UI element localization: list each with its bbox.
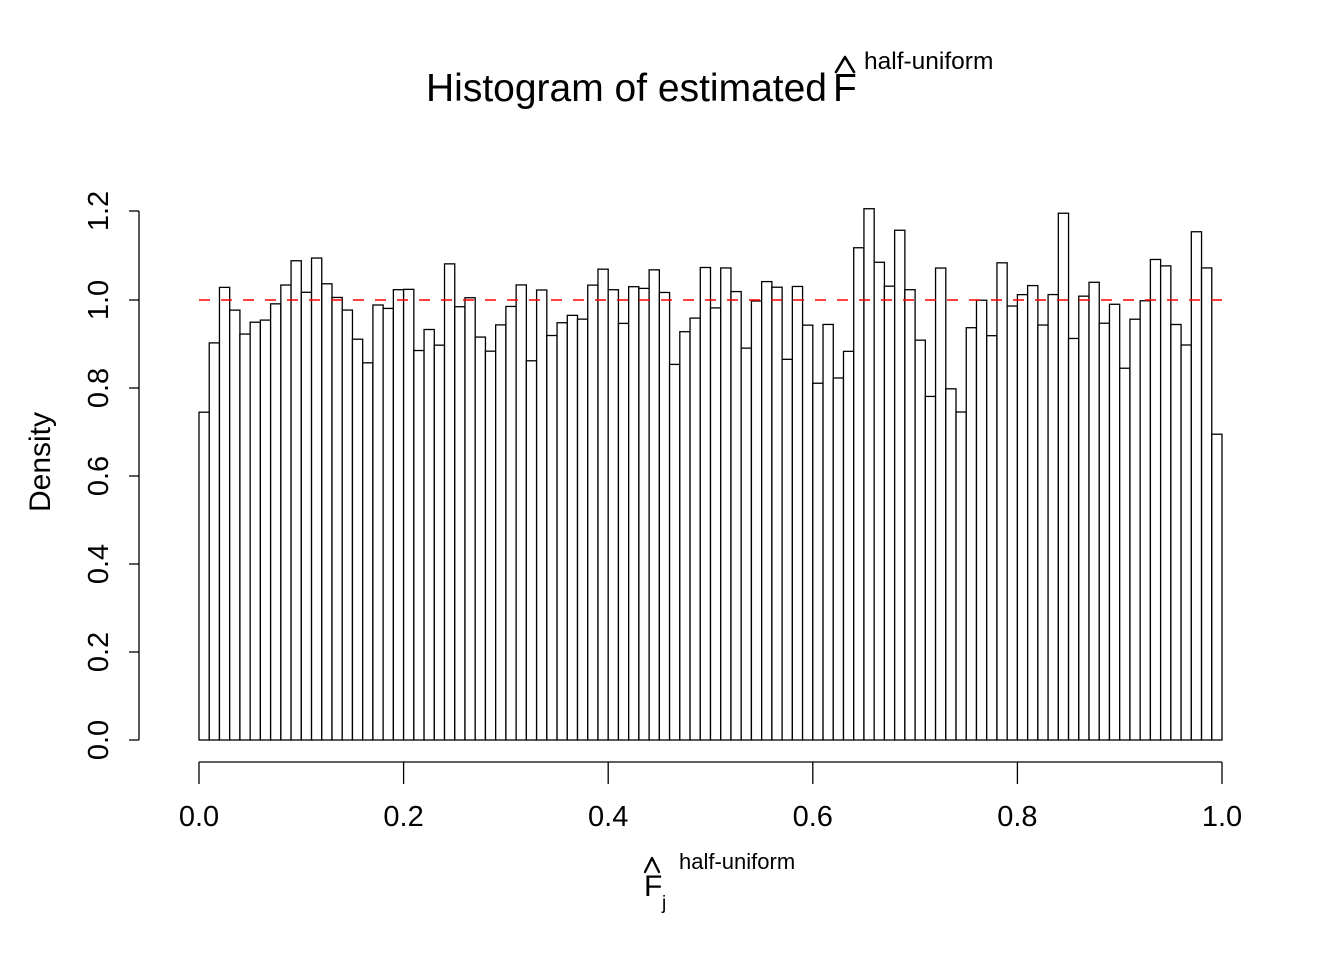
svg-text:Histogram of estimated: Histogram of estimated — [426, 67, 827, 110]
svg-text:0.0: 0.0 — [83, 720, 115, 760]
svg-text:0.4: 0.4 — [83, 544, 115, 584]
svg-text:0.6: 0.6 — [793, 801, 833, 833]
svg-text:0.2: 0.2 — [383, 801, 423, 833]
svg-text:0.2: 0.2 — [83, 632, 115, 672]
svg-text:0.0: 0.0 — [179, 801, 219, 833]
svg-text:0.4: 0.4 — [588, 801, 628, 833]
svg-text:1.2: 1.2 — [83, 191, 115, 231]
svg-text:1.0: 1.0 — [83, 280, 115, 320]
svg-text:F: F — [833, 67, 857, 110]
svg-text:Density: Density — [24, 412, 57, 512]
svg-text:half-uniform: half-uniform — [679, 849, 795, 874]
svg-text:0.8: 0.8 — [997, 801, 1037, 833]
svg-text:j: j — [661, 893, 666, 914]
svg-text:0.8: 0.8 — [83, 368, 115, 408]
svg-text:F: F — [644, 870, 662, 903]
svg-text:half-uniform: half-uniform — [864, 48, 993, 75]
svg-text:1.0: 1.0 — [1202, 801, 1242, 833]
svg-text:0.6: 0.6 — [83, 456, 115, 496]
